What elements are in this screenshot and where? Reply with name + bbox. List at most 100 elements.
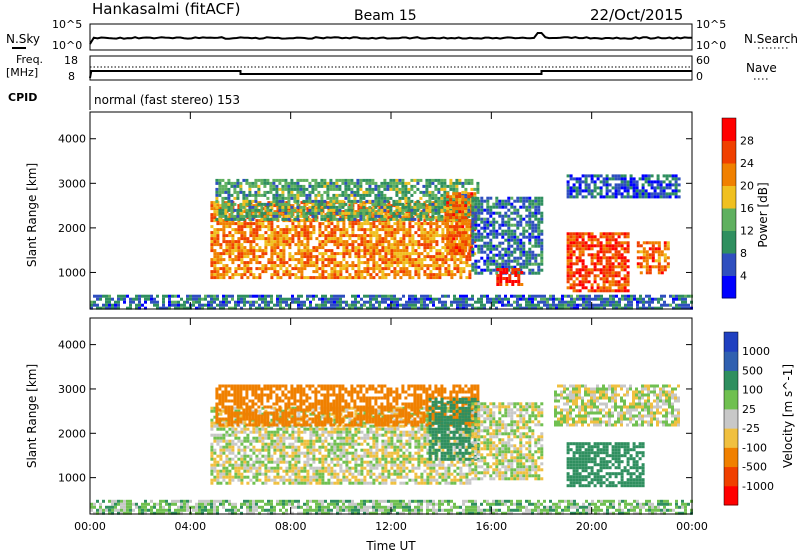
power-cell bbox=[257, 178, 261, 182]
power-cell bbox=[408, 273, 412, 277]
power-cell bbox=[245, 196, 249, 200]
power-cell bbox=[363, 204, 367, 208]
power-cell bbox=[570, 303, 573, 307]
velocity-cell bbox=[273, 451, 277, 455]
power-cell bbox=[474, 300, 477, 304]
power-cell bbox=[440, 193, 444, 197]
power-cell bbox=[251, 199, 255, 203]
power-cell bbox=[501, 241, 505, 245]
power-cell bbox=[384, 228, 388, 232]
power-cell bbox=[300, 252, 304, 256]
power-cell bbox=[522, 244, 526, 248]
power-cell bbox=[225, 234, 229, 238]
power-cell bbox=[102, 294, 105, 298]
power-cell bbox=[201, 297, 204, 301]
power-cell bbox=[471, 250, 475, 254]
power-cell bbox=[333, 225, 337, 229]
power-cell bbox=[501, 217, 505, 221]
power-cell bbox=[392, 211, 396, 215]
power-cell bbox=[297, 261, 301, 265]
velocity-cell bbox=[258, 472, 262, 476]
power-cell bbox=[443, 184, 447, 188]
power-cell bbox=[392, 178, 396, 182]
power-cell bbox=[276, 207, 280, 211]
power-cell bbox=[366, 240, 370, 244]
power-cell bbox=[354, 294, 357, 298]
power-cell bbox=[288, 273, 292, 277]
power-cell bbox=[446, 195, 450, 199]
power-cell bbox=[333, 213, 337, 217]
power-cell bbox=[359, 181, 363, 185]
velocity-cell bbox=[213, 457, 217, 461]
power-cell bbox=[480, 232, 484, 236]
power-cell bbox=[372, 216, 376, 220]
power-cell bbox=[599, 195, 603, 199]
power-cell bbox=[498, 202, 502, 206]
power-cell bbox=[414, 252, 418, 256]
power-cell bbox=[246, 261, 250, 265]
power-cell bbox=[180, 303, 183, 307]
power-cell bbox=[681, 300, 684, 304]
power-cell bbox=[678, 303, 681, 307]
power-cell bbox=[276, 240, 280, 244]
power-cell bbox=[236, 178, 240, 182]
power-cell bbox=[356, 178, 360, 182]
power-cell bbox=[543, 300, 546, 304]
power-cell bbox=[377, 214, 381, 218]
power-cell bbox=[381, 225, 385, 229]
power-cell bbox=[381, 273, 385, 277]
power-cell bbox=[540, 199, 544, 203]
power-cell bbox=[258, 261, 262, 265]
power-colorbar-tick: 20 bbox=[740, 180, 754, 193]
power-cell bbox=[528, 211, 532, 215]
power-cell bbox=[210, 231, 214, 235]
power-cell bbox=[489, 247, 493, 251]
power-cell bbox=[537, 217, 541, 221]
power-cell bbox=[461, 213, 465, 217]
power-cell bbox=[248, 199, 252, 203]
power-cell bbox=[327, 210, 331, 214]
power-cell bbox=[525, 297, 528, 301]
power-cell bbox=[462, 300, 465, 304]
power-cell bbox=[387, 258, 391, 262]
power-cell bbox=[255, 222, 259, 226]
power-cell bbox=[611, 271, 615, 275]
power-cell bbox=[281, 196, 285, 200]
power-cell bbox=[645, 256, 649, 260]
power-cell bbox=[657, 297, 660, 301]
power-cell bbox=[471, 217, 475, 221]
velocity-cell bbox=[216, 463, 220, 467]
power-cell bbox=[258, 213, 262, 217]
power-cell bbox=[467, 225, 471, 229]
power-cell bbox=[300, 273, 304, 277]
power-cell bbox=[326, 214, 330, 218]
power-cell bbox=[308, 199, 312, 203]
power-cell bbox=[623, 256, 627, 260]
power-cell bbox=[620, 253, 624, 257]
power-cell bbox=[590, 268, 594, 272]
power-cell bbox=[492, 253, 496, 257]
power-cell bbox=[342, 243, 346, 247]
power-cell bbox=[593, 195, 597, 199]
power-cell bbox=[93, 300, 96, 304]
power-cell bbox=[420, 267, 424, 271]
velocity-cell bbox=[219, 436, 223, 440]
power-cell bbox=[426, 303, 429, 307]
power-cell bbox=[299, 187, 303, 191]
power-cell bbox=[507, 300, 510, 304]
power-cell bbox=[455, 184, 459, 188]
power-cell bbox=[423, 222, 427, 226]
power-cell bbox=[624, 297, 627, 301]
power-cell bbox=[291, 294, 294, 298]
power-cell bbox=[267, 222, 271, 226]
power-cell bbox=[282, 240, 286, 244]
power-cell bbox=[573, 300, 576, 304]
power-cell bbox=[350, 190, 354, 194]
velocity-cell bbox=[216, 472, 220, 476]
power-cell bbox=[213, 201, 217, 205]
power-cell bbox=[432, 231, 436, 235]
power-cell bbox=[186, 300, 189, 304]
power-cell bbox=[446, 207, 450, 211]
power-cell bbox=[408, 270, 412, 274]
power-cell bbox=[210, 204, 214, 208]
